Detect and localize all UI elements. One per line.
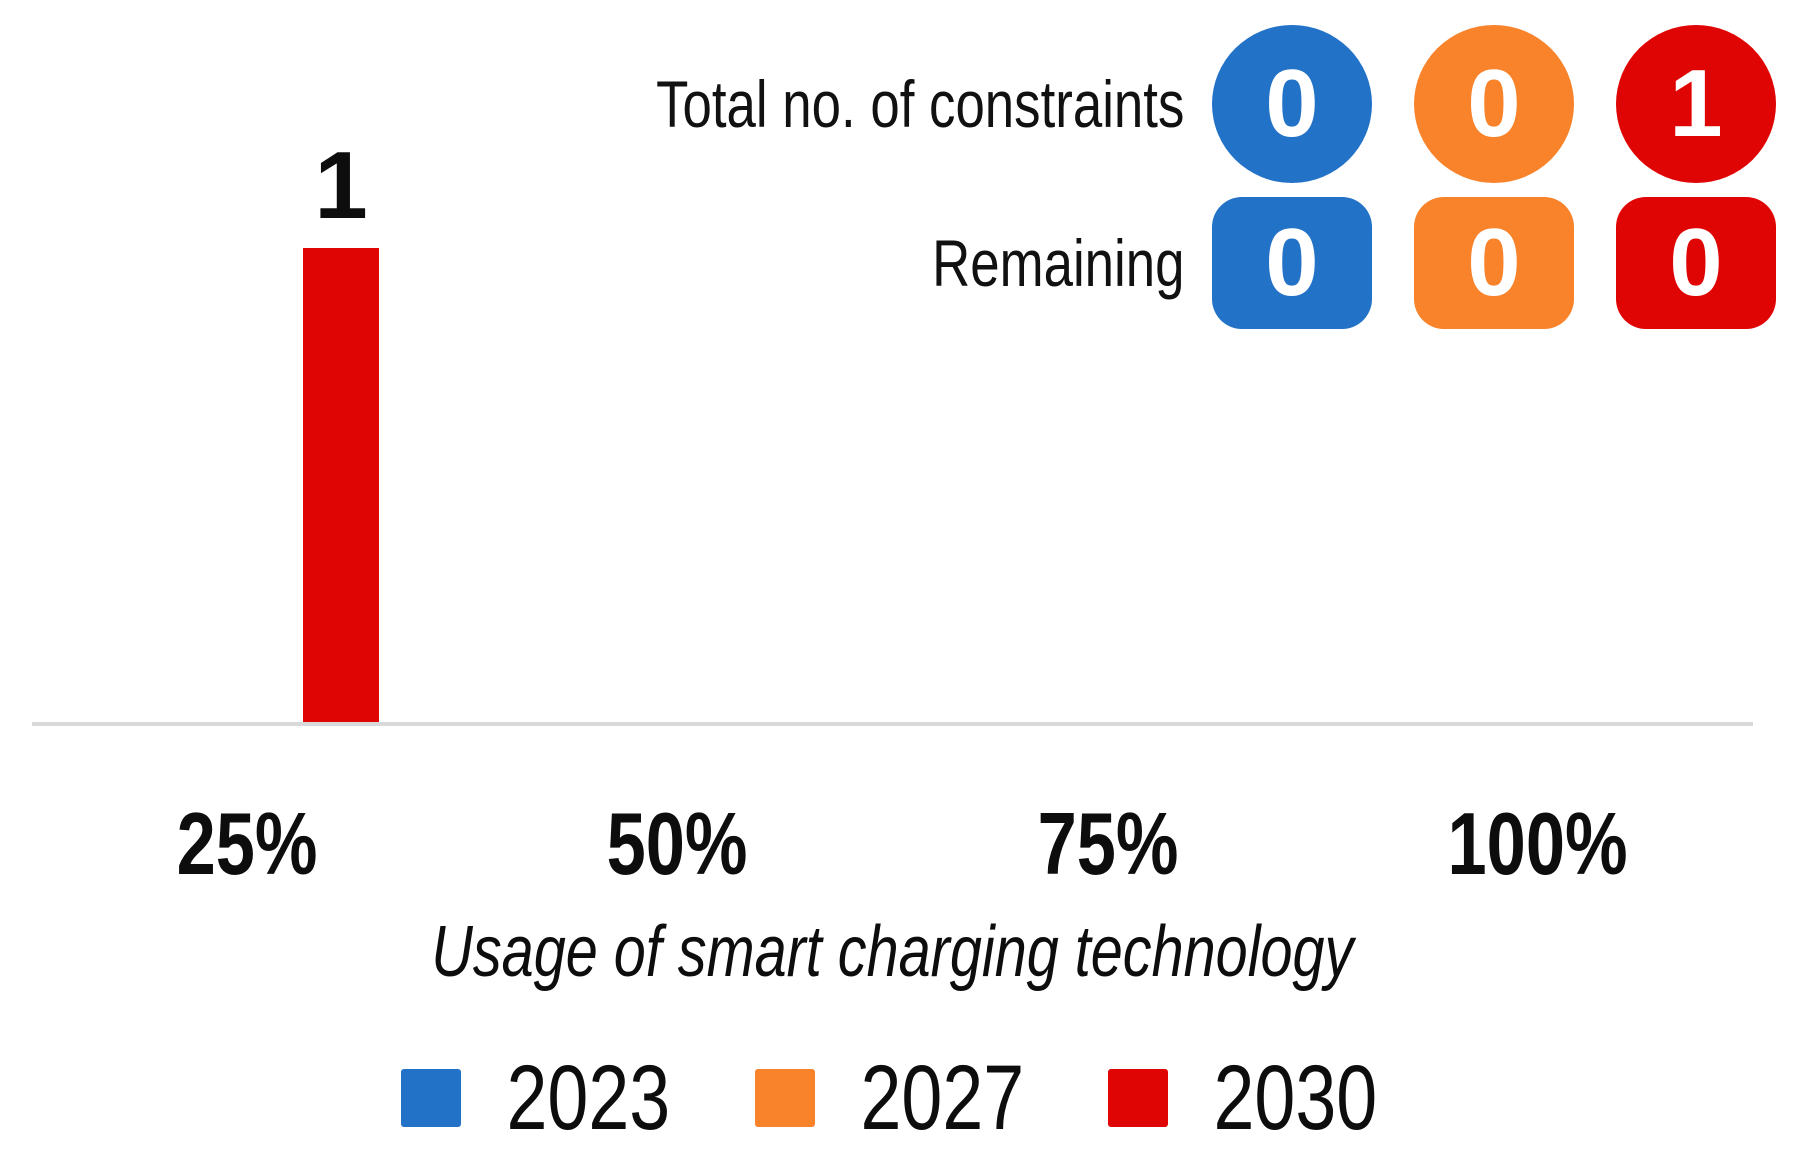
x-axis-line <box>32 722 1753 726</box>
remaining-badge-2030: 0 <box>1616 197 1776 329</box>
legend-item-2023: 2023 <box>400 1052 691 1144</box>
total-constraints-badge-2027: 0 <box>1414 25 1574 183</box>
x-tick-50%: 50% <box>462 800 892 888</box>
legend-label-text: 2027 <box>860 1047 1024 1149</box>
legend-swatch-2030 <box>1108 1069 1169 1127</box>
panel-row-total-constraints: Total no. of constraints 0 0 1 <box>524 25 1776 183</box>
legend-item-2030: 2030 <box>1108 1052 1398 1144</box>
x-tick-labels: 25% 50% 75% 100% <box>32 800 1753 888</box>
panel-row-remaining: Remaining 0 0 0 <box>869 197 1776 329</box>
x-tick-text: 50% <box>606 794 748 893</box>
remaining-badge-2023: 0 <box>1212 197 1372 329</box>
bar-2030-25% <box>303 248 380 724</box>
legend-swatch-2023 <box>400 1069 461 1127</box>
total-constraints-label-text: Total no. of constraints <box>655 67 1184 141</box>
bar-group-75% <box>893 0 1323 724</box>
legend-label-text: 2030 <box>1213 1047 1378 1149</box>
x-tick-25%: 25% <box>32 800 462 888</box>
bar-groups: 1 <box>32 0 1753 724</box>
constraints-panel: Total no. of constraints 0 0 1 Remaining 0 0 0 <box>524 25 1776 329</box>
bar-group-50% <box>462 0 892 724</box>
total-constraints-badge-2023: 0 <box>1212 25 1372 183</box>
legend: 2023 2027 2030 <box>0 1052 1799 1144</box>
x-tick-100%: 100% <box>1323 800 1753 888</box>
legend-label-2030: 2030 <box>1193 1052 1398 1144</box>
x-tick-text: 100% <box>1447 794 1628 893</box>
legend-swatch-2027 <box>754 1069 815 1127</box>
legend-label-2023: 2023 <box>486 1052 691 1144</box>
remaining-badge-2027: 0 <box>1414 197 1574 329</box>
legend-label-2027: 2027 <box>840 1052 1045 1144</box>
total-constraints-label: Total no. of constraints <box>524 71 1184 137</box>
legend-label-text: 2023 <box>506 1047 671 1149</box>
bar-group-25%: 1 <box>32 0 462 724</box>
bar-plot: 1 <box>32 0 1753 724</box>
x-tick-text: 25% <box>176 794 318 893</box>
x-axis-title: Usage of smart charging technology <box>32 916 1753 988</box>
bar-value-label: 1 <box>314 132 368 239</box>
x-tick-75%: 75% <box>893 800 1323 888</box>
remaining-label: Remaining <box>869 226 1184 300</box>
remaining-label-text: Remaining <box>931 226 1184 300</box>
x-tick-text: 75% <box>1037 794 1179 893</box>
bar-slot-25%-2030: 1 <box>303 132 380 724</box>
x-axis-title-text: Usage of smart charging technology <box>431 912 1354 992</box>
legend-item-2027: 2027 <box>754 1052 1045 1144</box>
bar-group-100% <box>1323 0 1753 724</box>
total-constraints-badge-2030: 1 <box>1616 25 1776 183</box>
